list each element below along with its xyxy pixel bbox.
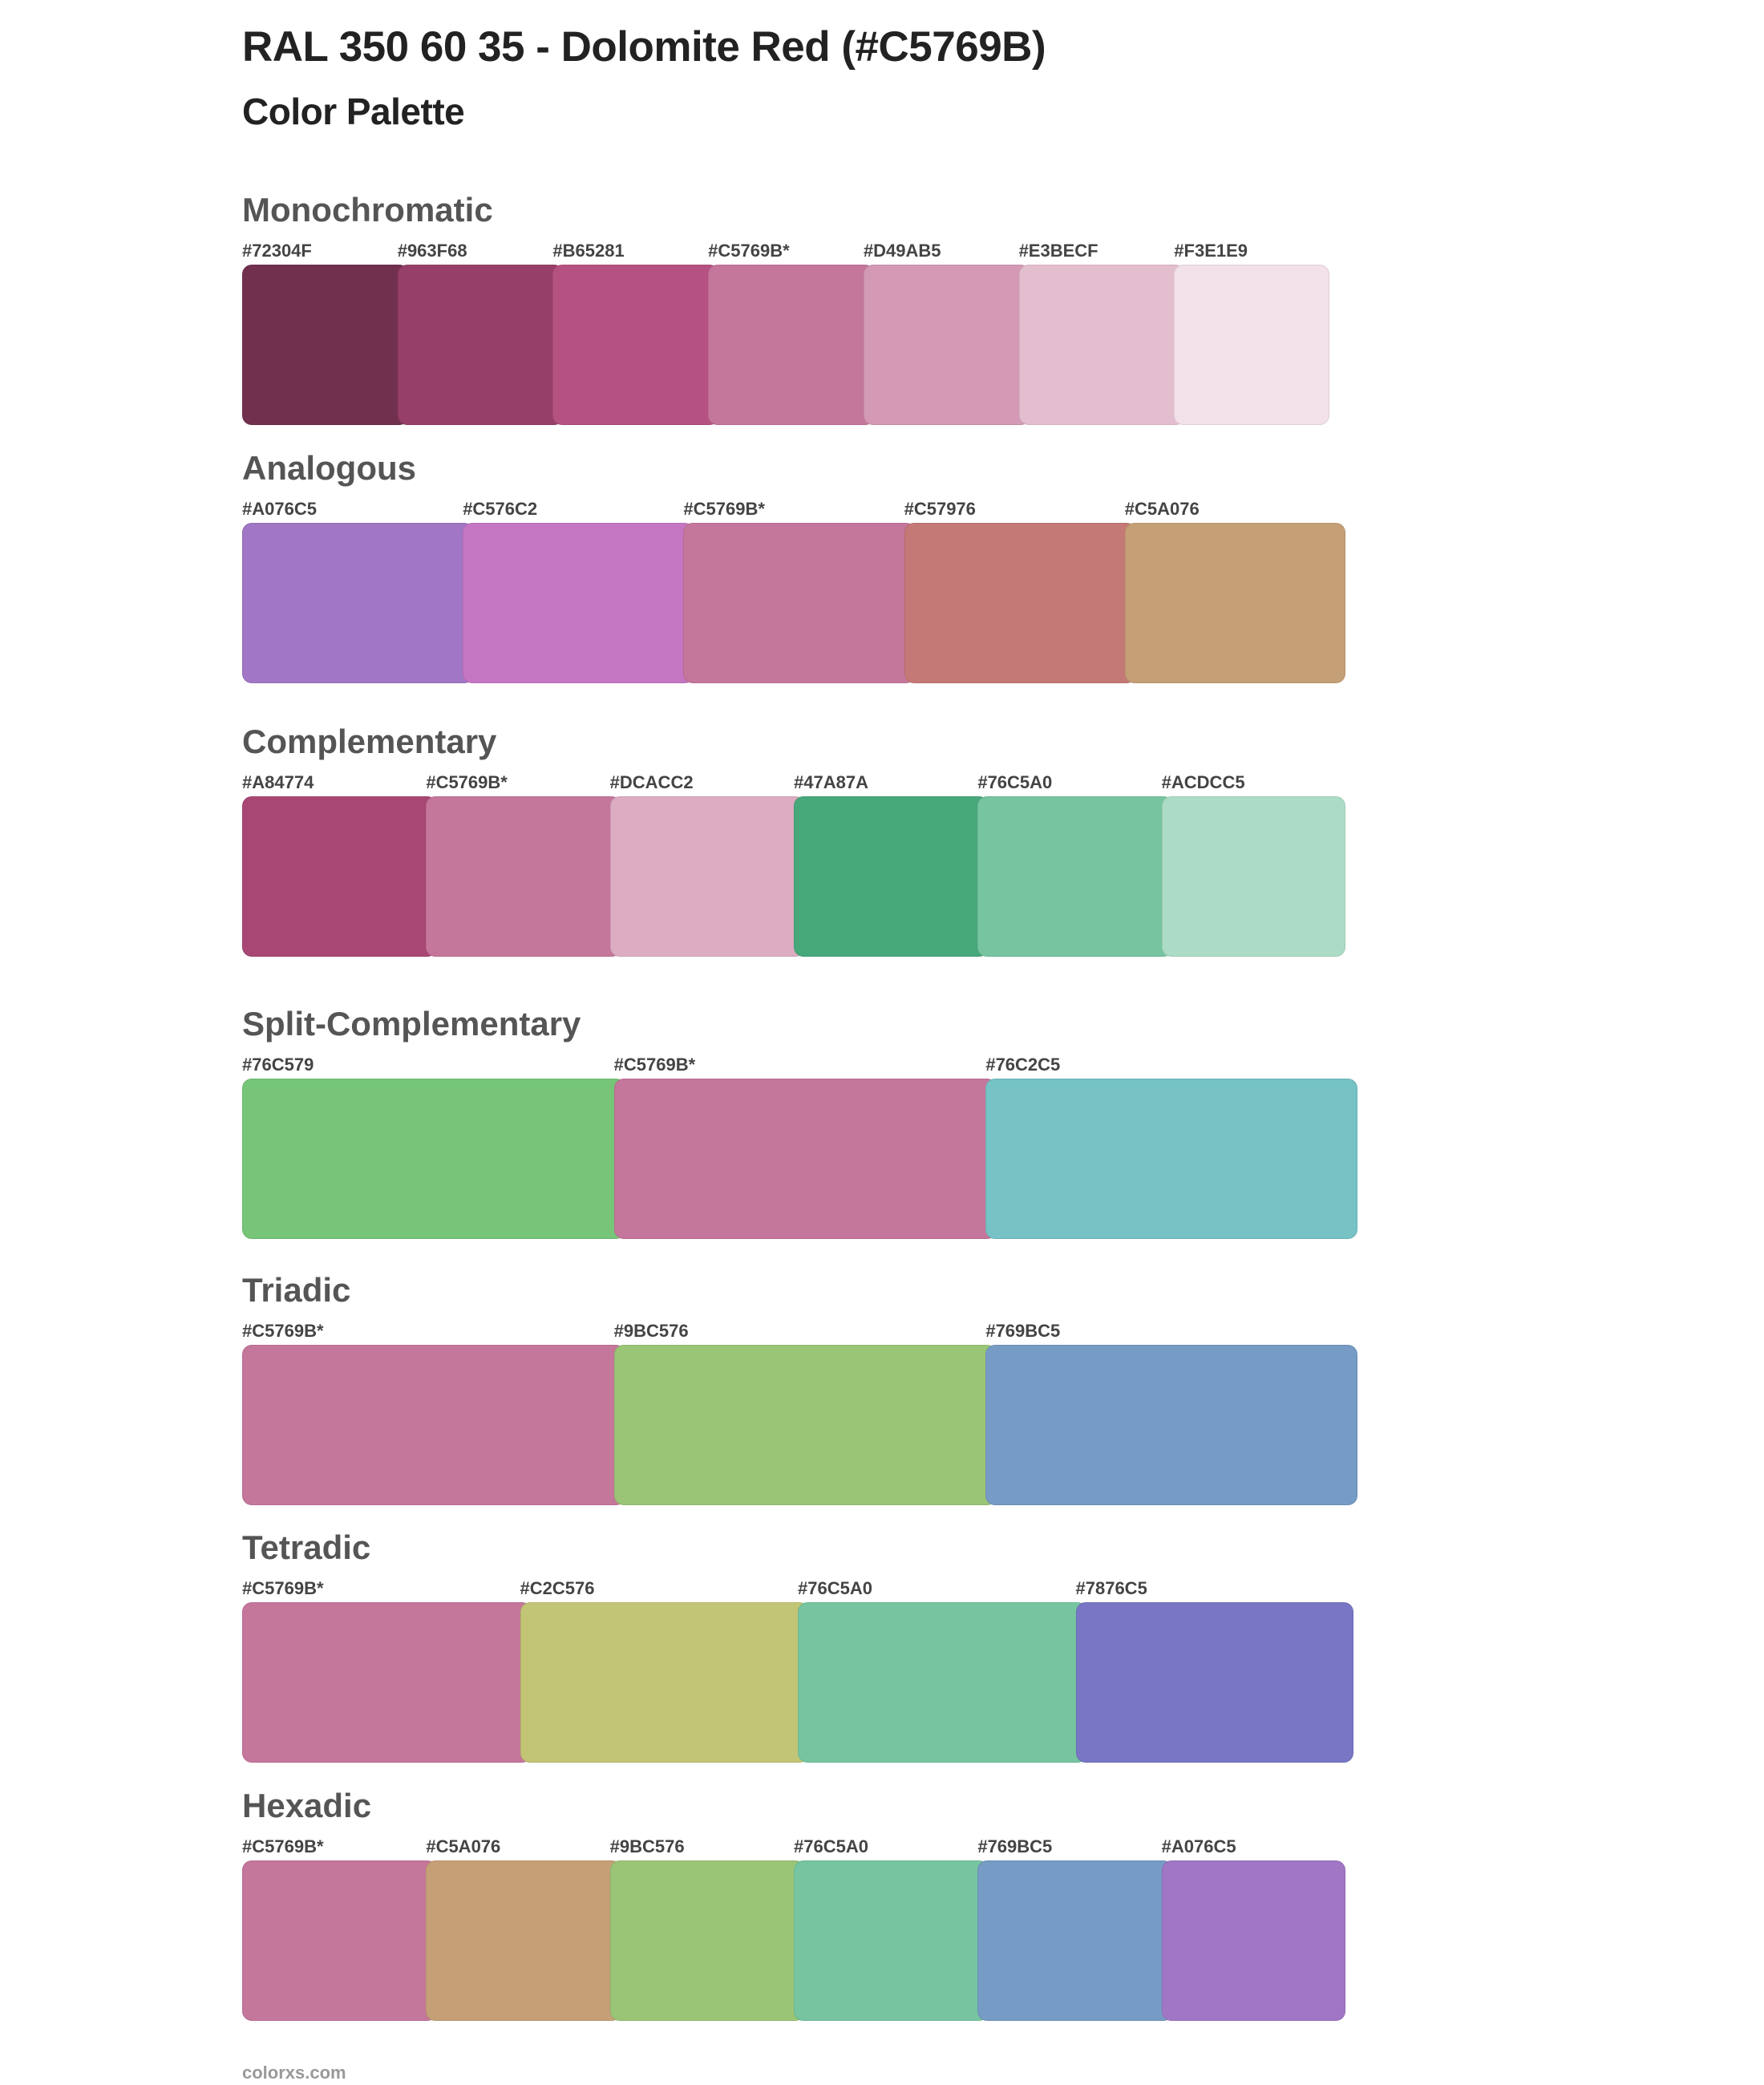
color-hex-label[interactable]: #76C5A0 (798, 1578, 872, 1598)
color-swatch[interactable] (426, 1860, 621, 2021)
color-hex-label[interactable]: #C5769B* (613, 1055, 696, 1075)
color-hex-label[interactable]: #C5769B* (683, 499, 765, 519)
palette-title: Monochromatic (242, 191, 493, 229)
color-swatch[interactable] (609, 796, 805, 957)
color-swatch[interactable] (242, 1860, 438, 2021)
color-swatch[interactable] (708, 265, 875, 425)
color-hex-label[interactable]: #769BC5 (985, 1321, 1061, 1341)
color-swatch[interactable] (1124, 523, 1345, 683)
color-swatch[interactable] (552, 265, 720, 425)
color-swatch[interactable] (904, 523, 1136, 683)
palette-title: Split-Complementary (242, 1005, 581, 1042)
color-hex-label[interactable]: #9BC576 (609, 1836, 685, 1856)
color-swatch[interactable] (1018, 265, 1186, 425)
color-swatch[interactable] (1161, 796, 1345, 957)
color-swatch[interactable] (397, 265, 564, 425)
color-swatch[interactable] (242, 1345, 625, 1505)
color-swatch[interactable] (520, 1602, 809, 1763)
color-swatch[interactable] (798, 1602, 1087, 1763)
color-hex-label[interactable]: #F3E1E9 (1174, 241, 1248, 261)
color-swatch[interactable] (242, 1602, 532, 1763)
color-swatch[interactable] (609, 1860, 805, 2021)
color-hex-label[interactable]: #C5769B* (426, 772, 508, 792)
color-swatch[interactable] (613, 1079, 997, 1239)
palette-title: Hexadic (242, 1787, 372, 1824)
color-hex-label[interactable]: #A076C5 (1161, 1836, 1236, 1856)
color-swatch[interactable] (794, 1860, 989, 2021)
color-hex-label[interactable]: #9BC576 (613, 1321, 689, 1341)
color-hex-label[interactable]: #C5769B* (242, 1836, 324, 1856)
footer-site-link[interactable]: colorxs.com (242, 2063, 346, 2083)
palette-title: Analogous (242, 449, 416, 487)
color-swatch[interactable] (985, 1345, 1357, 1505)
color-hex-label[interactable]: #47A87A (794, 772, 868, 792)
palette-title: Tetradic (242, 1528, 371, 1566)
color-swatch[interactable] (683, 523, 916, 683)
color-hex-label[interactable]: #C5769B* (708, 241, 790, 261)
color-hex-label[interactable]: #76C5A0 (977, 772, 1053, 792)
color-swatch[interactable] (977, 1860, 1173, 2021)
color-hex-label[interactable]: #C576C2 (463, 499, 538, 519)
color-swatch[interactable] (863, 265, 1030, 425)
color-swatch[interactable] (1174, 265, 1329, 425)
color-hex-label[interactable]: #A076C5 (242, 499, 317, 519)
color-hex-label[interactable]: #72304F (242, 241, 312, 261)
color-hex-label[interactable]: #769BC5 (977, 1836, 1053, 1856)
color-hex-label[interactable]: #76C2C5 (985, 1055, 1061, 1075)
color-hex-label[interactable]: #C57976 (904, 499, 976, 519)
color-swatch[interactable] (242, 265, 409, 425)
color-swatch[interactable] (242, 1079, 625, 1239)
color-hex-label[interactable]: #76C5A0 (794, 1836, 868, 1856)
palette-title: Complementary (242, 723, 497, 760)
color-hex-label[interactable]: #7876C5 (1075, 1578, 1147, 1598)
color-swatch[interactable] (794, 796, 989, 957)
color-hex-label[interactable]: #DCACC2 (609, 772, 694, 792)
color-hex-label[interactable]: #C5A076 (1124, 499, 1200, 519)
color-swatch[interactable] (426, 796, 621, 957)
color-hex-label[interactable]: #A84774 (242, 772, 314, 792)
color-hex-label[interactable]: #963F68 (397, 241, 467, 261)
color-hex-label[interactable]: #ACDCC5 (1161, 772, 1245, 792)
color-hex-label[interactable]: #C5769B* (242, 1321, 324, 1341)
color-swatch[interactable] (463, 523, 695, 683)
page-subtitle: Color Palette (242, 91, 465, 132)
palette-title: Triadic (242, 1271, 351, 1309)
color-hex-label[interactable]: #76C579 (242, 1055, 314, 1075)
color-swatch[interactable] (242, 523, 475, 683)
color-hex-label[interactable]: #E3BECF (1018, 241, 1098, 261)
color-hex-label[interactable]: #C5769B* (242, 1578, 324, 1598)
color-hex-label[interactable]: #C2C576 (520, 1578, 595, 1598)
color-hex-label[interactable]: #D49AB5 (863, 241, 941, 261)
color-swatch[interactable] (977, 796, 1173, 957)
color-hex-label[interactable]: #B65281 (552, 241, 625, 261)
page-title: RAL 350 60 35 - Dolomite Red (#C5769B) (242, 23, 1046, 71)
color-swatch[interactable] (1075, 1602, 1353, 1763)
color-swatch[interactable] (1161, 1860, 1345, 2021)
color-swatch[interactable] (985, 1079, 1357, 1239)
color-hex-label[interactable]: #C5A076 (426, 1836, 501, 1856)
color-swatch[interactable] (613, 1345, 997, 1505)
color-swatch[interactable] (242, 796, 438, 957)
